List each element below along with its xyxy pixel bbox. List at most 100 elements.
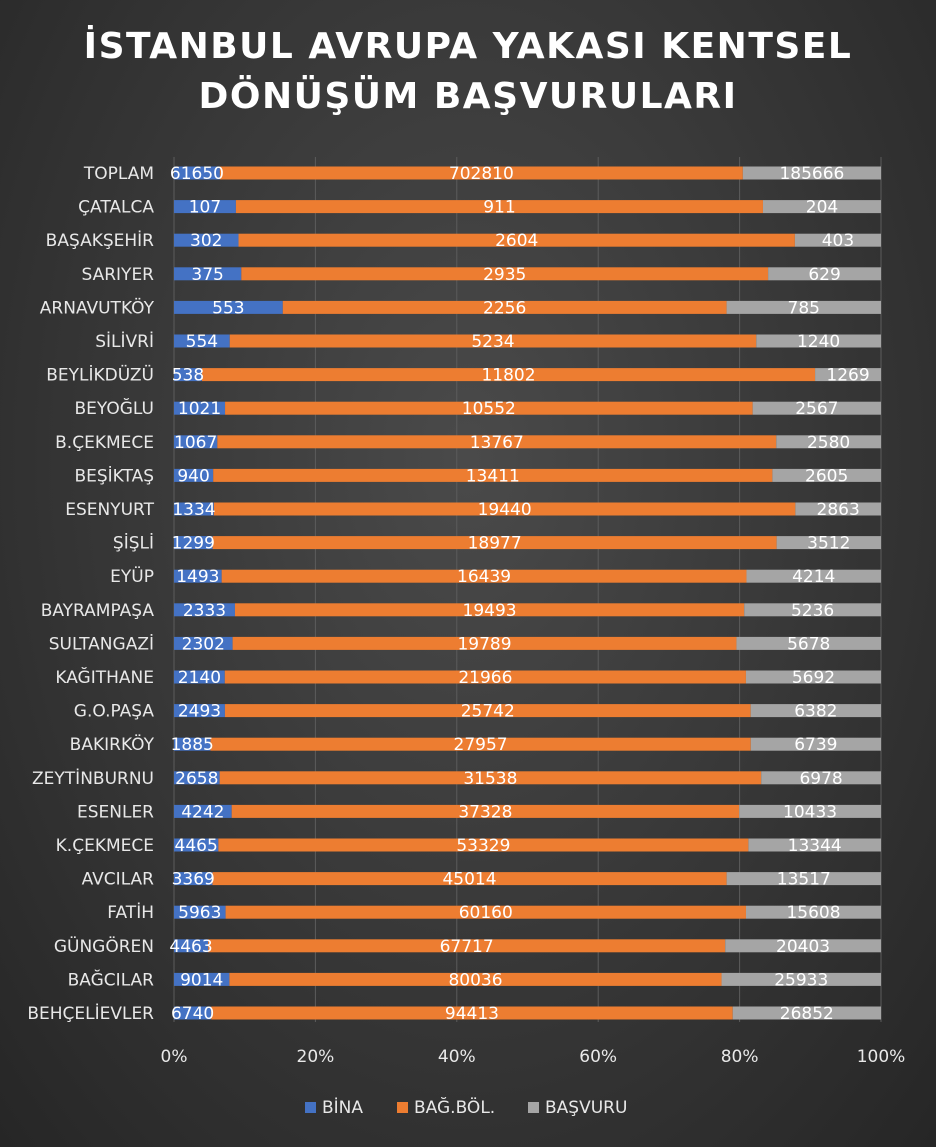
data-label: 107: [189, 198, 221, 218]
bar-segment: [174, 704, 225, 718]
bar-segment: [745, 905, 881, 919]
data-label: 13517: [777, 870, 831, 890]
data-label: 21966: [458, 668, 512, 688]
category-label: BEHÇELİEVLER: [27, 1003, 154, 1024]
bar-segment: [174, 368, 202, 382]
legend-label: BAĞ.BÖL.: [414, 1096, 495, 1118]
data-label: 6382: [794, 702, 837, 722]
bar-segment: [238, 233, 795, 247]
data-label: 26852: [780, 1004, 834, 1024]
category-label: ZEYTİNBURNU: [32, 768, 154, 789]
x-tick-label: 80%: [721, 1047, 759, 1067]
category-label: BAYRAMPAŞA: [41, 601, 155, 621]
chart-title-line-2: DÖNÜŞÜM BAŞVURULARI: [198, 76, 738, 117]
data-label: 60160: [459, 903, 513, 923]
data-label: 20403: [776, 937, 830, 957]
bar-segment: [174, 468, 214, 482]
data-label: 67717: [440, 937, 494, 957]
bar-segment: [232, 636, 737, 650]
bar-segment: [241, 267, 769, 281]
x-tick-label: 20%: [297, 1047, 335, 1067]
category-label: FATİH: [107, 902, 154, 923]
data-label: 2935: [483, 265, 526, 285]
bar-segment: [768, 267, 881, 281]
data-label: 1240: [797, 332, 840, 352]
category-label: BEYLİKDÜZÜ: [46, 364, 154, 386]
data-label: 4242: [181, 802, 224, 822]
category-label: ARNAVUTKÖY: [40, 296, 155, 318]
data-label: 553: [212, 298, 244, 318]
bar-segment: [212, 872, 727, 886]
data-label: 15608: [786, 903, 840, 923]
chart-title: İSTANBUL AVRUPA YAKASI KENTSEL DÖNÜŞÜM B…: [0, 22, 936, 122]
data-label: 2493: [178, 702, 221, 722]
data-label: 4463: [169, 937, 212, 957]
category-label: ÇATALCA: [78, 198, 154, 218]
bar-segment: [174, 267, 242, 281]
category-label: BAĞCILAR: [68, 968, 155, 990]
bar-segment: [235, 200, 763, 214]
legend-label: BAŞVURU: [545, 1098, 627, 1118]
bar-segment: [174, 435, 218, 449]
data-label: 11802: [481, 366, 535, 386]
bar-segment: [174, 939, 209, 953]
category-label: SİLİVRİ: [95, 331, 154, 352]
data-label: 80036: [448, 970, 502, 990]
data-label: 629: [808, 265, 840, 285]
data-label: 6739: [794, 735, 837, 755]
bar-segment: [219, 166, 743, 180]
data-label: 1885: [171, 735, 214, 755]
data-label: 1269: [826, 366, 869, 386]
legend-swatch: [528, 1102, 539, 1113]
bar-segment: [174, 670, 225, 684]
bar-segment: [174, 401, 226, 415]
data-label: 785: [788, 298, 820, 318]
data-label: 538: [172, 366, 204, 386]
bar-segment: [174, 200, 236, 214]
bar-segment: [229, 972, 722, 986]
bar-segment: [210, 737, 751, 751]
bar-segment: [221, 569, 747, 583]
category-label: SARIYER: [82, 265, 155, 285]
data-label: 2604: [495, 231, 538, 251]
bar-segment: [752, 401, 881, 415]
bar-segment: [174, 166, 220, 180]
legend-label: BİNA: [322, 1097, 363, 1118]
bar-segment: [225, 401, 753, 415]
bar-segment: [174, 536, 213, 550]
data-label: 2140: [178, 668, 221, 688]
data-label: 37328: [458, 802, 512, 822]
data-label: 13344: [788, 836, 842, 856]
data-label: 1334: [172, 500, 215, 520]
data-label: 13411: [466, 466, 520, 486]
data-label: 2580: [807, 433, 850, 453]
bar-segment: [217, 435, 777, 449]
bar-segment: [744, 603, 881, 617]
data-label: 45014: [442, 870, 496, 890]
data-label: 25933: [774, 970, 828, 990]
bar-segment: [174, 972, 230, 986]
data-label: 702810: [449, 164, 514, 184]
data-label: 2605: [805, 466, 848, 486]
category-label: BAKIRKÖY: [70, 733, 155, 755]
legend-swatch: [305, 1102, 316, 1113]
bar-segment: [726, 872, 881, 886]
bar-segment: [229, 334, 757, 348]
data-label: 6978: [799, 769, 842, 789]
bar-segment: [815, 368, 881, 382]
data-label: 1493: [176, 567, 219, 587]
bar-segment: [174, 603, 235, 617]
bar-segment: [213, 468, 773, 482]
bar-segment: [776, 536, 881, 550]
category-label: ESENYURT: [65, 500, 154, 520]
bar-segment: [218, 838, 749, 852]
bar-segment: [762, 200, 881, 214]
data-label: 5692: [792, 668, 835, 688]
bar-segment: [224, 670, 746, 684]
data-label: 94413: [445, 1004, 499, 1024]
bar-segment: [756, 334, 881, 348]
bar-segment: [201, 368, 816, 382]
data-label: 25742: [461, 702, 515, 722]
data-label: 5236: [791, 601, 834, 621]
bar-segment: [234, 603, 745, 617]
